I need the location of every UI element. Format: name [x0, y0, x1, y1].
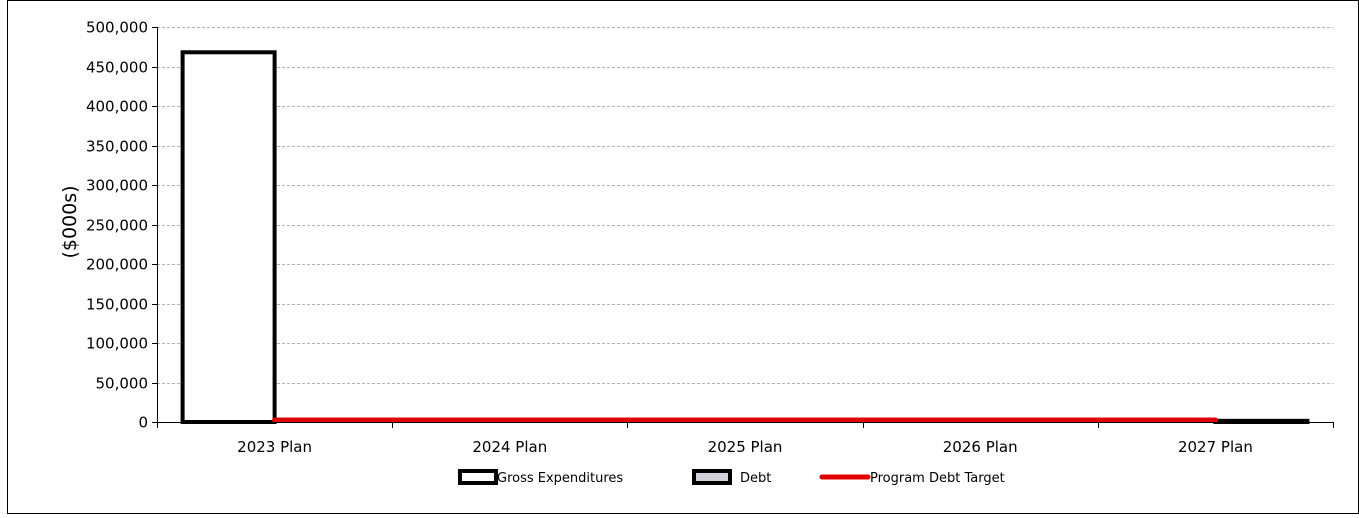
- y-tick-label: 400,000: [86, 98, 148, 116]
- x-tick-label: 2027 Plan: [1178, 438, 1253, 456]
- axes: 0 50,000 100,000 150,000 200,000 250,000 300,0…: [86, 19, 1334, 456]
- y-tick-label: 100,000: [86, 335, 148, 353]
- legend-swatch: [458, 469, 498, 485]
- x-tick-label: 2025 Plan: [708, 438, 783, 456]
- legend-label: Program Debt Target: [870, 471, 1005, 486]
- legend: Gross Expenditures Debt Program Debt Targe…: [458, 469, 1005, 486]
- bar: [1213, 418, 1310, 425]
- y-tick-label: 50,000: [96, 375, 149, 393]
- y-tick-label: 200,000: [86, 256, 148, 274]
- gridlines: [157, 27, 1333, 384]
- x-tick-label: 2024 Plan: [472, 438, 547, 456]
- y-tick-label: 0: [138, 414, 148, 432]
- x-tick-label: 2023 Plan: [237, 438, 312, 456]
- y-tick-label: 450,000: [86, 59, 148, 77]
- y-tick-label: 350,000: [86, 138, 148, 156]
- y-tick-label: 300,000: [86, 177, 148, 195]
- y-tick-label: 500,000: [86, 19, 148, 37]
- y-tick-label: 150,000: [86, 296, 148, 314]
- y-tick-label: 250,000: [86, 217, 148, 235]
- y-axis-label: ($000s): [59, 185, 81, 258]
- x-tick-label: 2026 Plan: [943, 438, 1018, 456]
- legend-label: Gross Expenditures: [497, 471, 623, 486]
- legend-label: Debt: [740, 471, 771, 486]
- bar: [180, 50, 277, 424]
- bars-group: [180, 50, 1310, 425]
- legend-swatch: [692, 469, 732, 485]
